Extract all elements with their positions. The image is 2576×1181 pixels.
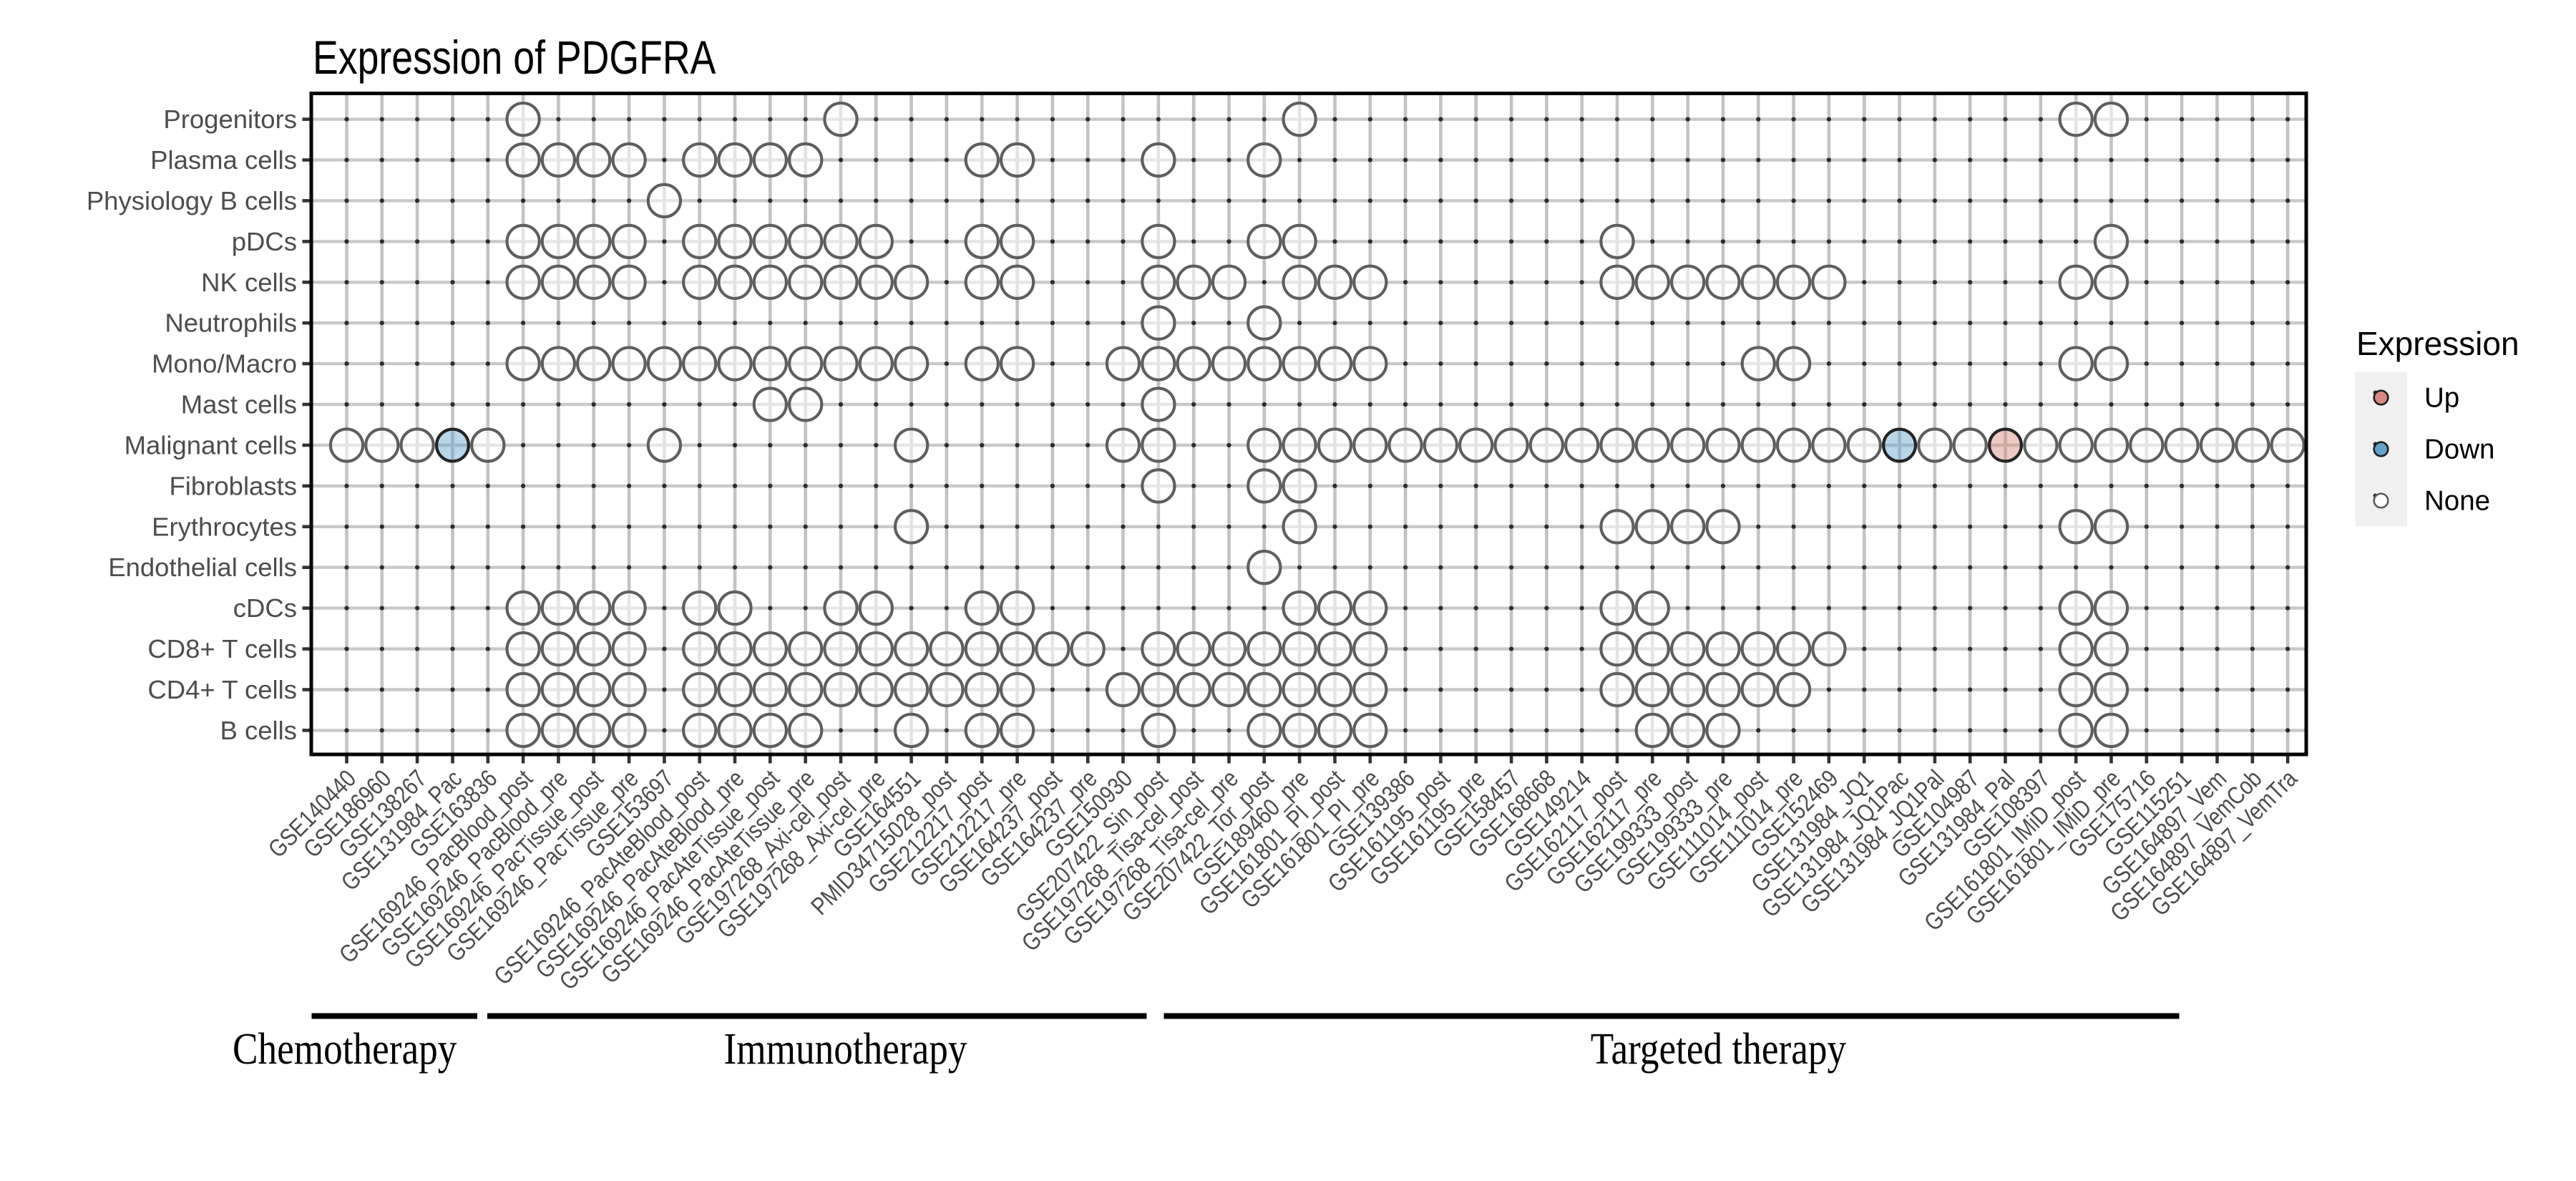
svg-text:Mono/Macro: Mono/Macro (152, 349, 297, 379)
svg-text:CD8+ T cells: CD8+ T cells (147, 634, 297, 664)
svg-text:Neutrophils: Neutrophils (165, 308, 297, 338)
svg-text:Plasma cells: Plasma cells (150, 145, 297, 175)
svg-text:cDCs: cDCs (233, 593, 297, 623)
svg-text:Mast cells: Mast cells (181, 390, 297, 419)
svg-text:NK cells: NK cells (201, 268, 297, 297)
svg-text:Progenitors: Progenitors (163, 105, 297, 134)
svg-text:None: None (2424, 486, 2490, 517)
svg-text:Targeted therapy: Targeted therapy (1591, 1024, 1846, 1074)
svg-text:Physiology B cells: Physiology B cells (87, 186, 297, 215)
svg-text:Malignant cells: Malignant cells (125, 431, 297, 460)
svg-text:Erythrocytes: Erythrocytes (152, 512, 297, 541)
svg-text:Fibroblasts: Fibroblasts (169, 471, 297, 500)
svg-text:Expression of PDGFRA: Expression of PDGFRA (313, 31, 716, 84)
svg-text:Immunotherapy: Immunotherapy (724, 1024, 967, 1074)
svg-text:B cells: B cells (220, 716, 297, 745)
svg-text:Up: Up (2424, 383, 2459, 414)
svg-text:Endothelial cells: Endothelial cells (108, 553, 297, 582)
svg-text:Chemotherapy: Chemotherapy (233, 1024, 457, 1074)
svg-text:pDCs: pDCs (232, 227, 297, 256)
svg-text:Down: Down (2424, 434, 2494, 465)
svg-text:CD4+ T cells: CD4+ T cells (147, 675, 297, 704)
svg-text:Expression: Expression (2356, 325, 2519, 362)
